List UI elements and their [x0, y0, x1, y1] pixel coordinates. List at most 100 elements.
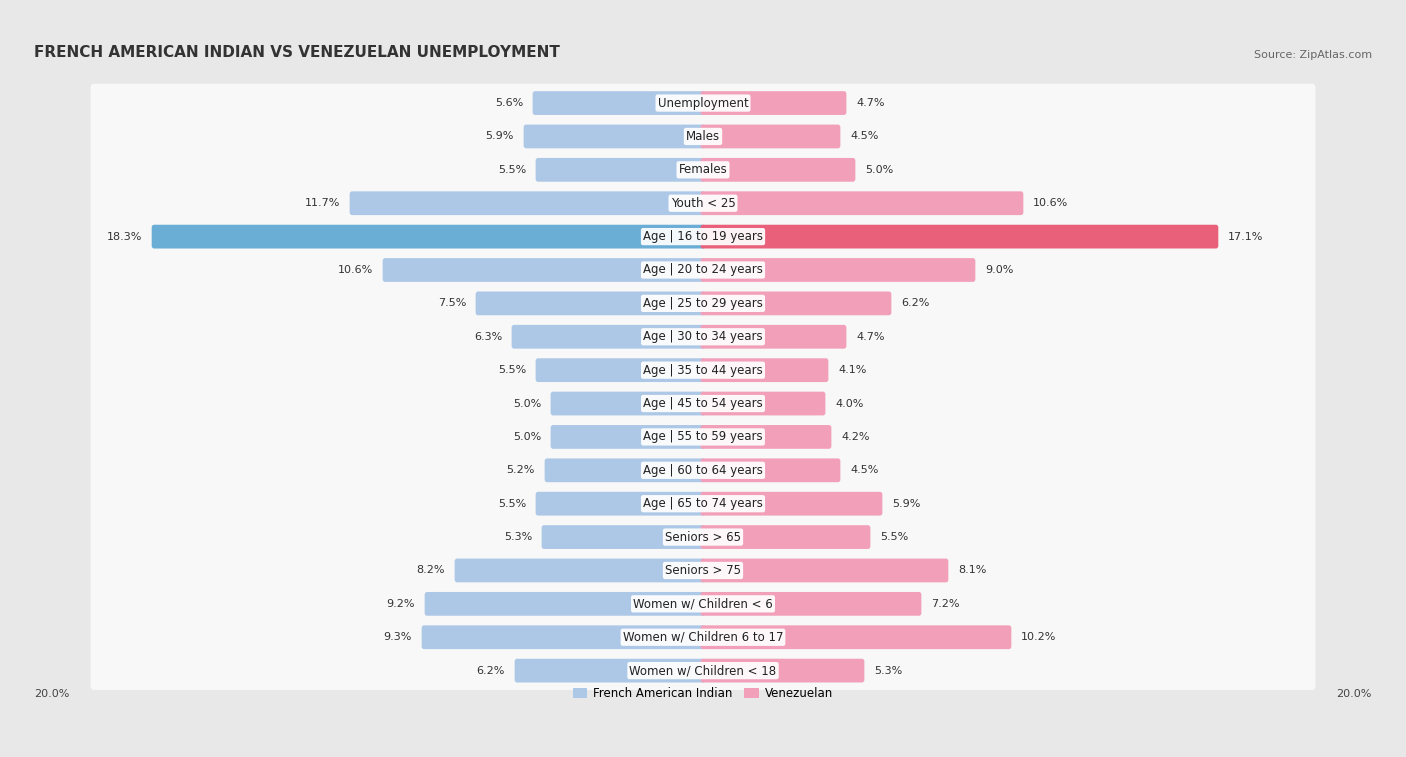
Text: 6.3%: 6.3%: [474, 332, 502, 341]
Text: Age | 20 to 24 years: Age | 20 to 24 years: [643, 263, 763, 276]
Text: 5.5%: 5.5%: [498, 365, 526, 375]
Text: 4.1%: 4.1%: [838, 365, 866, 375]
Text: Age | 55 to 59 years: Age | 55 to 59 years: [643, 431, 763, 444]
FancyBboxPatch shape: [90, 418, 1316, 456]
Legend: French American Indian, Venezuelan: French American Indian, Venezuelan: [568, 682, 838, 705]
FancyBboxPatch shape: [700, 525, 870, 549]
Text: 5.0%: 5.0%: [513, 432, 541, 442]
Text: 5.3%: 5.3%: [503, 532, 531, 542]
FancyBboxPatch shape: [90, 284, 1316, 322]
Text: 5.6%: 5.6%: [495, 98, 523, 108]
Text: 5.0%: 5.0%: [513, 398, 541, 409]
FancyBboxPatch shape: [90, 184, 1316, 223]
FancyBboxPatch shape: [90, 584, 1316, 623]
Text: Age | 60 to 64 years: Age | 60 to 64 years: [643, 464, 763, 477]
FancyBboxPatch shape: [90, 251, 1316, 289]
FancyBboxPatch shape: [90, 618, 1316, 656]
FancyBboxPatch shape: [700, 659, 865, 683]
FancyBboxPatch shape: [90, 151, 1316, 189]
FancyBboxPatch shape: [90, 317, 1316, 356]
Text: 5.9%: 5.9%: [891, 499, 921, 509]
Text: 5.5%: 5.5%: [880, 532, 908, 542]
Text: Youth < 25: Youth < 25: [671, 197, 735, 210]
FancyBboxPatch shape: [700, 192, 1024, 215]
FancyBboxPatch shape: [90, 350, 1316, 390]
Text: Women w/ Children < 6: Women w/ Children < 6: [633, 597, 773, 610]
Text: Age | 30 to 34 years: Age | 30 to 34 years: [643, 330, 763, 343]
FancyBboxPatch shape: [536, 358, 706, 382]
Text: Seniors > 65: Seniors > 65: [665, 531, 741, 544]
Text: 10.6%: 10.6%: [1033, 198, 1069, 208]
FancyBboxPatch shape: [700, 425, 831, 449]
FancyBboxPatch shape: [700, 325, 846, 349]
Text: Women w/ Children < 18: Women w/ Children < 18: [630, 664, 776, 677]
FancyBboxPatch shape: [350, 192, 706, 215]
Text: 5.2%: 5.2%: [506, 466, 536, 475]
FancyBboxPatch shape: [700, 291, 891, 315]
Text: Women w/ Children 6 to 17: Women w/ Children 6 to 17: [623, 631, 783, 643]
Text: 5.3%: 5.3%: [875, 665, 903, 676]
FancyBboxPatch shape: [152, 225, 706, 248]
FancyBboxPatch shape: [700, 492, 883, 516]
Text: 5.9%: 5.9%: [485, 132, 515, 142]
Text: Males: Males: [686, 130, 720, 143]
Text: 5.5%: 5.5%: [498, 499, 526, 509]
Text: 10.6%: 10.6%: [337, 265, 373, 275]
Text: 4.5%: 4.5%: [851, 132, 879, 142]
FancyBboxPatch shape: [90, 117, 1316, 156]
Text: 4.7%: 4.7%: [856, 98, 884, 108]
FancyBboxPatch shape: [523, 125, 706, 148]
FancyBboxPatch shape: [422, 625, 706, 649]
Text: 7.2%: 7.2%: [931, 599, 959, 609]
FancyBboxPatch shape: [700, 258, 976, 282]
FancyBboxPatch shape: [425, 592, 706, 615]
FancyBboxPatch shape: [700, 158, 855, 182]
Text: Unemployment: Unemployment: [658, 97, 748, 110]
FancyBboxPatch shape: [541, 525, 706, 549]
FancyBboxPatch shape: [700, 391, 825, 416]
FancyBboxPatch shape: [382, 258, 706, 282]
Text: 11.7%: 11.7%: [305, 198, 340, 208]
Text: Source: ZipAtlas.com: Source: ZipAtlas.com: [1254, 50, 1372, 60]
FancyBboxPatch shape: [700, 358, 828, 382]
FancyBboxPatch shape: [700, 125, 841, 148]
FancyBboxPatch shape: [551, 391, 706, 416]
FancyBboxPatch shape: [90, 217, 1316, 256]
Text: 8.1%: 8.1%: [957, 565, 987, 575]
FancyBboxPatch shape: [515, 659, 706, 683]
FancyBboxPatch shape: [90, 451, 1316, 490]
FancyBboxPatch shape: [544, 459, 706, 482]
Text: 8.2%: 8.2%: [416, 565, 446, 575]
FancyBboxPatch shape: [90, 651, 1316, 690]
FancyBboxPatch shape: [512, 325, 706, 349]
FancyBboxPatch shape: [475, 291, 706, 315]
Text: 4.7%: 4.7%: [856, 332, 884, 341]
Text: Age | 35 to 44 years: Age | 35 to 44 years: [643, 363, 763, 377]
Text: 6.2%: 6.2%: [477, 665, 505, 676]
Text: 18.3%: 18.3%: [107, 232, 142, 241]
FancyBboxPatch shape: [90, 551, 1316, 590]
Text: Age | 16 to 19 years: Age | 16 to 19 years: [643, 230, 763, 243]
Text: 4.5%: 4.5%: [851, 466, 879, 475]
Text: 9.3%: 9.3%: [384, 632, 412, 642]
Text: 7.5%: 7.5%: [437, 298, 465, 308]
FancyBboxPatch shape: [90, 484, 1316, 523]
FancyBboxPatch shape: [700, 625, 1011, 649]
Text: Age | 25 to 29 years: Age | 25 to 29 years: [643, 297, 763, 310]
Text: 4.2%: 4.2%: [841, 432, 869, 442]
FancyBboxPatch shape: [536, 492, 706, 516]
FancyBboxPatch shape: [454, 559, 706, 582]
Text: 10.2%: 10.2%: [1021, 632, 1056, 642]
Text: Age | 45 to 54 years: Age | 45 to 54 years: [643, 397, 763, 410]
FancyBboxPatch shape: [700, 91, 846, 115]
FancyBboxPatch shape: [551, 425, 706, 449]
FancyBboxPatch shape: [700, 559, 949, 582]
Text: 20.0%: 20.0%: [34, 689, 69, 699]
Text: 5.5%: 5.5%: [498, 165, 526, 175]
FancyBboxPatch shape: [700, 225, 1219, 248]
FancyBboxPatch shape: [700, 592, 921, 615]
Text: Age | 65 to 74 years: Age | 65 to 74 years: [643, 497, 763, 510]
Text: Females: Females: [679, 164, 727, 176]
FancyBboxPatch shape: [700, 459, 841, 482]
Text: 6.2%: 6.2%: [901, 298, 929, 308]
